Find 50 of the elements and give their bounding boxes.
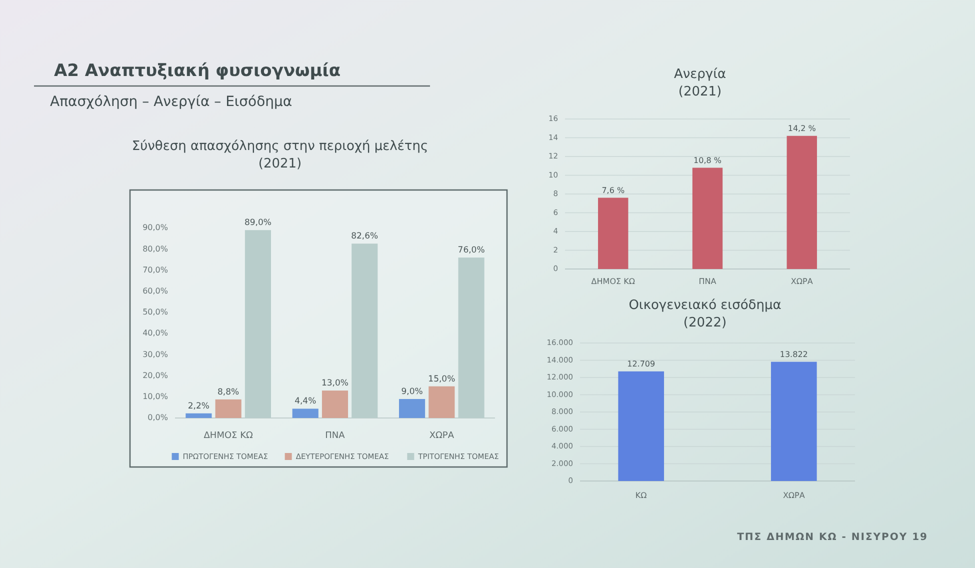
data-label: 15,0%: [428, 374, 456, 384]
data-label: 12.709: [627, 359, 656, 368]
y-tick-label: 20,0%: [142, 370, 168, 380]
y-tick-label: 70,0%: [142, 265, 168, 274]
bar: [186, 413, 212, 418]
data-label: 4,4%: [294, 396, 316, 407]
bar: [215, 399, 242, 418]
x-tick-label: ΠΝΑ: [325, 431, 346, 441]
y-tick-label: 0,0%: [148, 413, 168, 422]
bar: [292, 408, 318, 418]
data-label: 13.822: [780, 350, 808, 359]
y-tick-label: 60,0%: [142, 286, 168, 296]
x-tick-label: ΔΗΜΟΣ ΚΩ: [204, 431, 253, 441]
x-tick-label: ΧΩΡΑ: [429, 431, 455, 441]
chart-subtitle: (2022): [683, 316, 727, 331]
y-tick-label: 40,0%: [142, 328, 168, 338]
text: ΤΠΣ ΔΗΜΩΝ ΚΩ - ΝΙΣΥΡΟΥ 19: [737, 532, 928, 543]
chart-title: Ανεργία: [674, 67, 726, 82]
chart-title: Οικογενειακό εισόδημα: [628, 298, 782, 313]
chart-title: Σύνθεση απασχόλησης στην περιοχή μελέτης: [132, 139, 428, 154]
data-label: 14,2 %: [788, 124, 816, 133]
x-tick-label: ΧΩΡΑ: [790, 277, 814, 286]
bar: [692, 168, 723, 269]
y-tick-label: 30,0%: [142, 350, 168, 359]
x-tick-label: ΔΗΜΟΣ ΚΩ: [591, 277, 635, 286]
data-label: 89,0%: [244, 218, 272, 228]
chart-subtitle: (2021): [258, 156, 302, 172]
x-tick-label: ΧΩΡΑ: [782, 491, 806, 500]
text: Α2 Αναπτυξιακή φυσιογνωμία: [54, 61, 341, 81]
y-tick-label: 90,0%: [142, 223, 168, 232]
bar: [322, 390, 348, 418]
data-label: 7,6 %: [602, 186, 625, 195]
chart-subtitle: (2021): [678, 84, 722, 100]
y-tick-label: 10,0%: [142, 392, 168, 402]
bar: [428, 386, 455, 418]
data-label: 9,0%: [401, 387, 423, 397]
y-tick-label: 80,0%: [142, 244, 168, 254]
bar: [598, 198, 628, 269]
bar: [399, 399, 426, 418]
data-label: 8,8%: [218, 387, 240, 398]
data-label: 82,6%: [351, 232, 378, 242]
x-tick-label: ΠΝΑ: [698, 277, 717, 286]
text: Απασχόληση – Ανεργία – Εισόδημα: [50, 94, 292, 110]
data-label: 76,0%: [458, 246, 485, 256]
y-tick-label: 50,0%: [142, 308, 168, 317]
data-label: 10,8 %: [694, 156, 722, 165]
data-label: 2,2%: [188, 401, 210, 412]
data-label: 13,0%: [321, 378, 349, 389]
x-tick-label: ΚΩ: [635, 491, 647, 500]
bar: [786, 136, 817, 269]
